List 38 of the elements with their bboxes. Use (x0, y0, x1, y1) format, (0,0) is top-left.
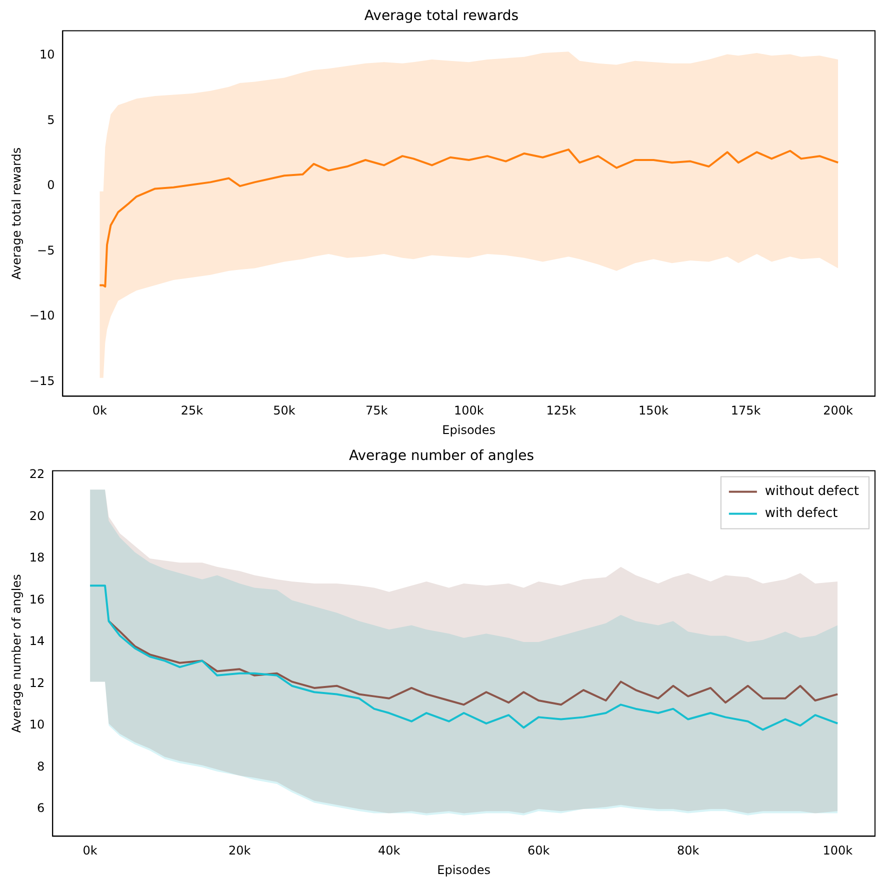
x-tick-label: 25k (180, 404, 204, 418)
y-tick-label: 5 (47, 112, 55, 127)
x-tick-label: 0k (82, 844, 98, 858)
x-tick-label: 80k (676, 844, 700, 858)
x-tick-label: 100k (454, 404, 484, 418)
y-tick-label: 6 (37, 801, 45, 816)
y-axis-title: Average total rewards (9, 147, 24, 280)
x-axis-title: Episodes (437, 862, 491, 877)
x-tick-label: 50k (273, 404, 296, 418)
legend-label: with defect (764, 506, 838, 522)
chart-title: Average total rewards (364, 8, 519, 24)
x-tick-label: 125k (546, 404, 576, 418)
y-axis-title: Average number of angles (9, 574, 24, 733)
x-tick-label: 0k (92, 404, 107, 418)
y-tick-label: 10 (29, 718, 45, 732)
y-tick-label: 12 (29, 676, 45, 690)
y-tick-label: 16 (29, 592, 45, 606)
y-tick-label: −15 (29, 374, 55, 388)
y-tick-label: 0 (47, 178, 55, 192)
y-tick-label: −5 (37, 243, 55, 258)
legend-label: without defect (764, 484, 860, 500)
y-tick-label: 14 (29, 634, 45, 648)
x-tick-label: 100k (822, 844, 853, 858)
x-tick-label: 200k (823, 404, 854, 418)
x-axis-title: Episodes (442, 422, 496, 437)
y-tick-label: −10 (29, 308, 55, 323)
x-tick-label: 20k (228, 844, 251, 858)
y-tick-label: 8 (37, 759, 45, 774)
x-tick-label: 150k (638, 404, 668, 418)
y-tick-label: 20 (29, 508, 45, 523)
y-tick-label: 22 (29, 467, 45, 482)
x-tick-label: 40k (378, 844, 400, 858)
y-tick-label: 18 (29, 550, 45, 565)
chart-title: Average number of angles (348, 448, 534, 464)
y-tick-label: 10 (39, 48, 55, 62)
x-tick-label: 60k (527, 844, 550, 858)
x-tick-label: 175k (730, 404, 761, 418)
x-tick-label: 75k (365, 404, 388, 418)
